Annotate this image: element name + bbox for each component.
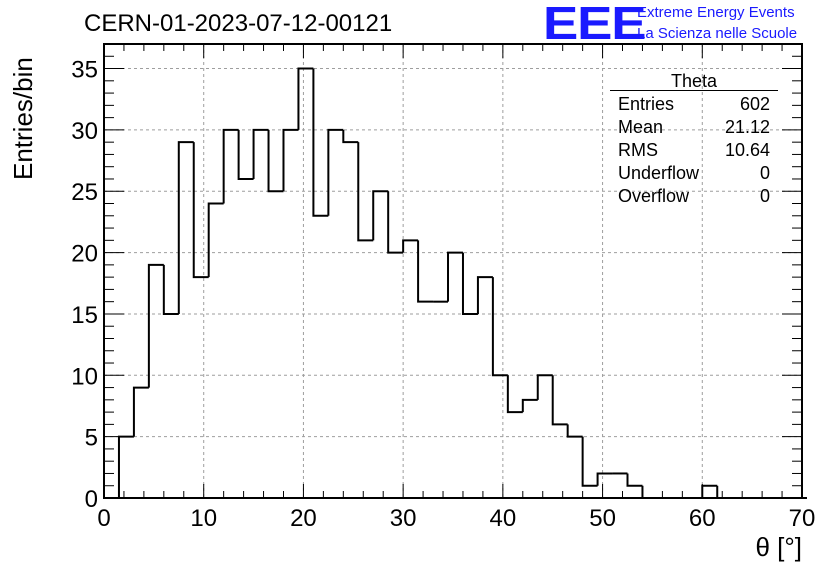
y-tick-label: 35 <box>71 57 98 84</box>
histogram-bin <box>132 386 149 437</box>
histogram-bin <box>447 251 463 302</box>
x-tick-label: 20 <box>290 505 317 532</box>
y-tick-label: 0 <box>85 486 98 513</box>
x-axis-label: θ [°] <box>755 532 802 562</box>
stats-row-underflow: Underflow 0 <box>610 162 778 185</box>
histogram-bin <box>222 128 239 204</box>
stats-title: Theta <box>670 71 718 91</box>
stats-divider <box>610 90 778 91</box>
stats-row-entries: Entries 602 <box>610 93 778 116</box>
histogram-bin <box>282 128 299 192</box>
histogram-bin <box>551 375 568 426</box>
histogram-bin <box>716 485 733 499</box>
stats-label: Underflow <box>618 163 700 183</box>
eee-logo: EEE <box>543 0 647 49</box>
axis-ticks <box>103 43 803 499</box>
y-tick-label: 25 <box>71 179 98 206</box>
run-title: CERN-01-2023-07-12-00121 <box>84 10 393 37</box>
y-tick-label: 5 <box>85 425 98 452</box>
x-tick-label: 50 <box>589 505 616 532</box>
histogram-bin <box>147 263 164 388</box>
histogram-bin <box>521 398 538 413</box>
histogram-bin <box>596 472 613 486</box>
plot-frame <box>103 43 803 499</box>
histogram-bin <box>476 276 493 314</box>
stats-value: 602 <box>739 94 770 114</box>
y-tick-label: 30 <box>71 118 98 145</box>
histogram-bin <box>641 485 658 499</box>
histogram-bin <box>357 142 374 242</box>
stats-value: 21.12 <box>724 117 770 137</box>
stats-value: 0 <box>759 163 770 183</box>
histogram-bin <box>252 128 269 179</box>
histogram-bin <box>626 473 643 487</box>
histogram-bin <box>192 142 209 279</box>
histogram-bin <box>267 129 284 193</box>
histogram-bin <box>162 264 179 315</box>
histogram-bin <box>342 129 359 144</box>
logo-line-1: Extreme Energy Events <box>637 4 795 21</box>
histogram-bin <box>506 375 523 414</box>
histogram-bin <box>372 190 389 241</box>
y-tick-label: 10 <box>71 363 98 390</box>
y-tick-label: 15 <box>71 302 98 329</box>
stats-label: RMS <box>618 140 658 160</box>
histogram-bars <box>104 67 807 499</box>
histogram-bin <box>327 128 344 216</box>
stats-row-mean: Mean 21.12 <box>610 116 778 139</box>
histogram-bin <box>237 129 254 180</box>
histogram-bin <box>566 424 583 438</box>
stats-row-rms: RMS 10.64 <box>610 139 778 162</box>
histogram-bin <box>491 277 508 377</box>
logo-line-2: La Scienza nelle Scuole <box>637 25 798 42</box>
histogram-bin <box>177 141 194 314</box>
y-axis-label: Entries/bin <box>8 57 38 180</box>
histogram-bin <box>402 239 419 253</box>
stats-label: Overflow <box>618 186 690 206</box>
histogram-bin <box>207 202 224 278</box>
histogram-bin <box>117 435 134 498</box>
stats-box: Theta Entries 602 Mean 21.12 RMS 10.64 U… <box>610 72 778 208</box>
x-tick-label: 70 <box>789 505 816 532</box>
histogram-bin <box>312 68 329 217</box>
stats-value: 0 <box>759 186 770 206</box>
histogram-bin <box>461 252 478 315</box>
x-tick-label: 60 <box>689 505 716 532</box>
x-tick-label: 30 <box>390 505 417 532</box>
stats-value: 10.64 <box>724 140 770 160</box>
histogram-bin <box>297 67 314 130</box>
histogram-bin <box>536 374 553 400</box>
histogram-bin <box>387 191 404 254</box>
stats-label: Mean <box>618 117 664 137</box>
x-tick-label: 0 <box>97 505 110 532</box>
y-tick-label: 20 <box>71 241 98 268</box>
stats-label: Entries <box>618 94 675 114</box>
x-tick-label: 10 <box>190 505 217 532</box>
stats-row-overflow: Overflow 0 <box>610 185 778 208</box>
histogram-bin <box>417 240 434 303</box>
histogram-bin <box>701 484 718 498</box>
tick-labels: 0 10 20 30 40 50 60 70 0 5 10 15 20 25 30 35 <box>71 57 815 532</box>
histogram-bin <box>581 436 598 487</box>
x-tick-label: 40 <box>490 505 517 532</box>
